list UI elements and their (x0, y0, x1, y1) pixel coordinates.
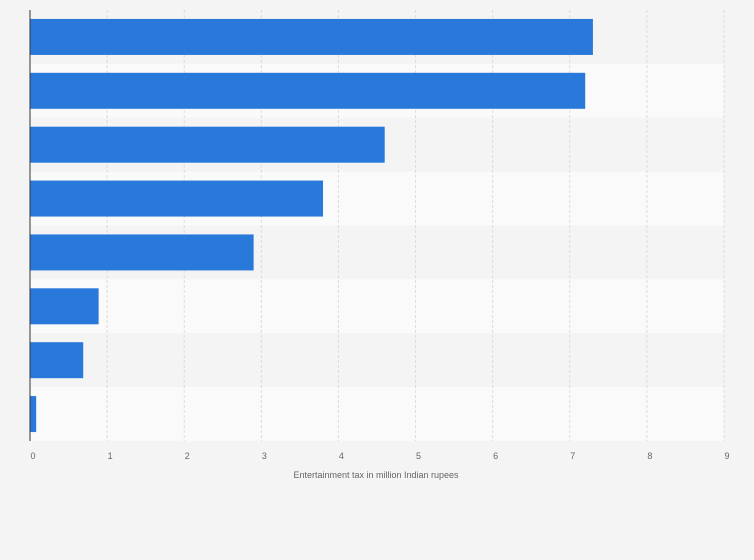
bar[interactable] (30, 18, 593, 55)
x-tick-label: 2 (185, 451, 190, 461)
x-tick-label: 8 (647, 451, 652, 461)
x-tick-label: 6 (493, 451, 498, 461)
bar[interactable] (30, 234, 254, 271)
x-tick-label: 3 (262, 451, 267, 461)
x-tick-label: 4 (339, 451, 344, 461)
x-tick-label: 7 (570, 451, 575, 461)
x-axis-title: Entertainment tax in million Indian rupe… (293, 470, 459, 480)
bar[interactable] (30, 180, 324, 217)
x-axis-ticks: 0 1 2 3 4 5 6 7 8 9 (30, 451, 729, 461)
bar[interactable] (30, 126, 385, 163)
bars (30, 18, 593, 433)
row-stripe (30, 279, 724, 334)
x-tick-label: 1 (108, 451, 113, 461)
bar[interactable] (30, 342, 84, 379)
bar[interactable] (30, 288, 99, 325)
row-stripe (30, 333, 724, 388)
x-tick-label: 0 (30, 451, 35, 461)
row-stripe (30, 387, 724, 441)
bar[interactable] (30, 396, 37, 433)
x-tick-label: 9 (724, 451, 729, 461)
bar[interactable] (30, 72, 586, 109)
x-tick-label: 5 (416, 451, 421, 461)
